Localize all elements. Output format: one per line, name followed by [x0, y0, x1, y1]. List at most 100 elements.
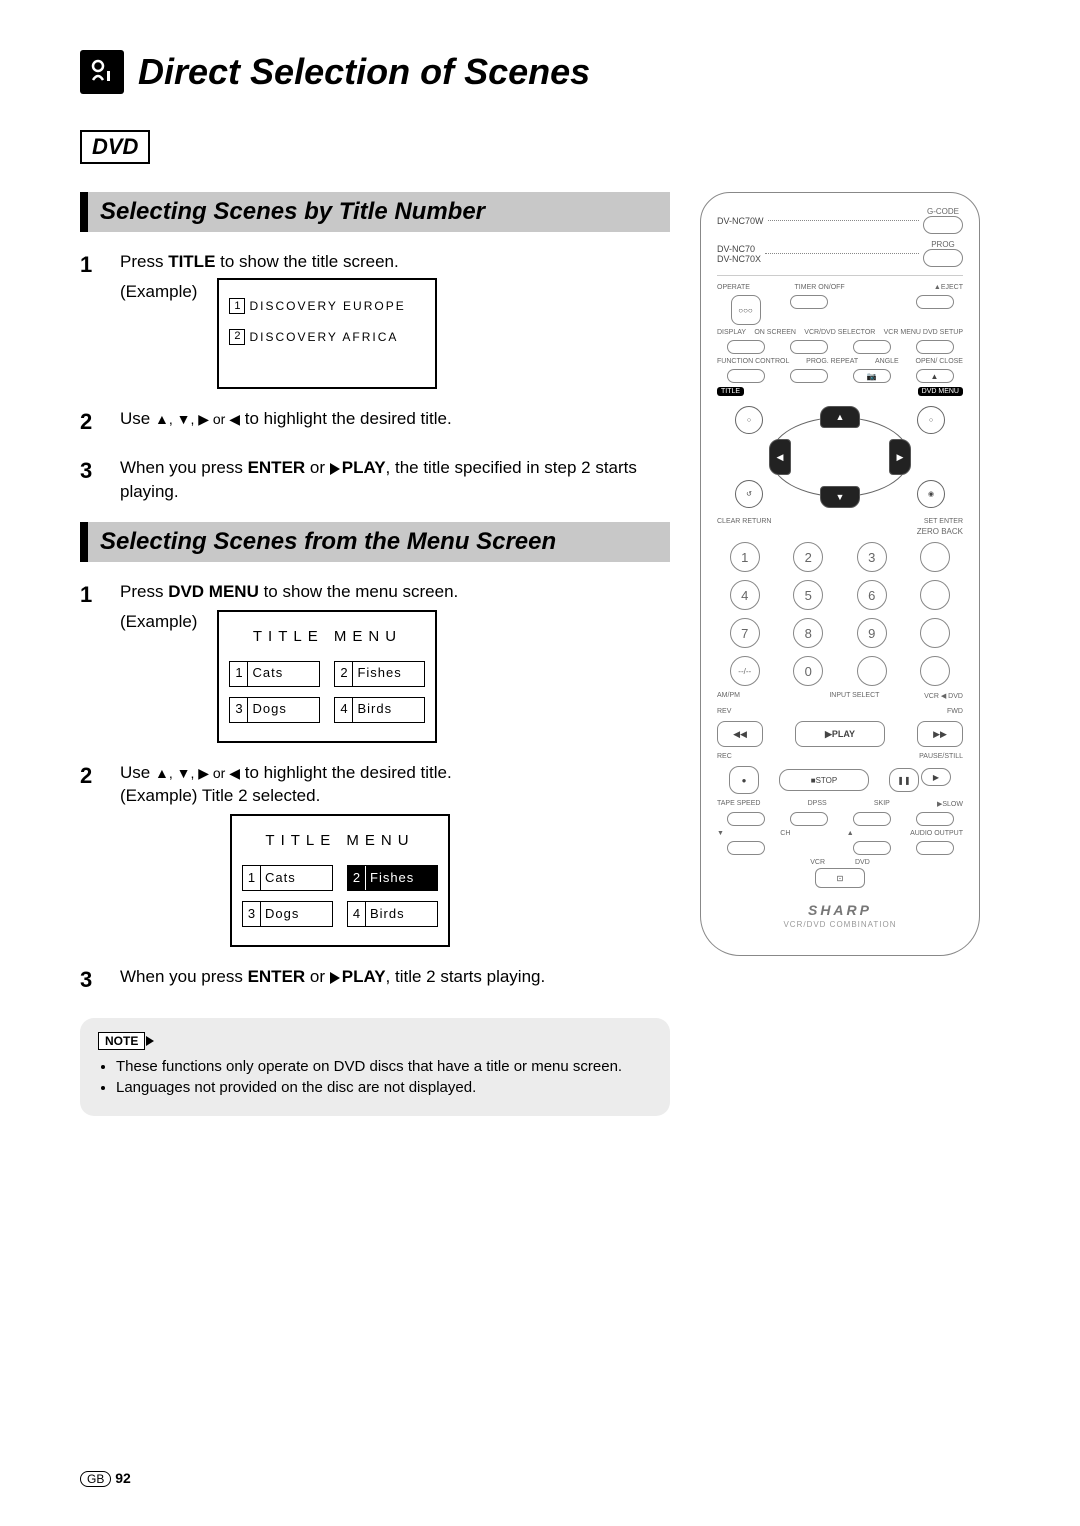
num-8-button[interactable]: 8 — [793, 618, 823, 648]
operate-button[interactable]: ○○○ — [731, 295, 761, 325]
selector-button[interactable] — [853, 340, 891, 354]
function-button[interactable] — [727, 369, 765, 383]
s2step1-pre: Press — [120, 582, 168, 601]
extra-button-1[interactable] — [920, 618, 950, 648]
zeroback-label: ZERO BACK — [717, 527, 963, 536]
setup-label: VCR MENU DVD SETUP — [884, 329, 963, 336]
num-0-button[interactable]: 0 — [793, 656, 823, 686]
input-label: INPUT SELECT — [829, 692, 879, 700]
num-4-button[interactable]: 4 — [730, 580, 760, 610]
num-6-button[interactable]: 6 — [857, 580, 887, 610]
num-2-button[interactable]: 2 — [793, 542, 823, 572]
step-num: 1 — [80, 580, 102, 743]
brand-label: SHARP — [717, 902, 963, 918]
ch-up-button[interactable] — [853, 841, 891, 855]
dpad-right[interactable]: ▶ — [889, 439, 911, 475]
title-button[interactable]: ○ — [735, 406, 763, 434]
fwd-label: FWD — [947, 708, 963, 715]
onscreen-button[interactable] — [790, 340, 828, 354]
eject-label: ▲EJECT — [934, 284, 963, 291]
repeat-button[interactable] — [790, 369, 828, 383]
dpad-left[interactable]: ◀ — [769, 439, 791, 475]
stop-button[interactable]: ■STOP — [779, 769, 869, 791]
page-number: GB 92 — [80, 1470, 131, 1486]
note-item: Languages not provided on the disc are n… — [116, 1079, 652, 1096]
title-menu-example-1: TITLE MENU 1Cats 2Fishes 3Dogs 4Birds — [217, 610, 437, 743]
s2step3-mid: or — [305, 967, 330, 986]
clear-return-button[interactable]: ↺ — [735, 480, 763, 508]
dpss-button[interactable] — [790, 812, 828, 826]
slow-button[interactable] — [916, 812, 954, 826]
ampm-button[interactable]: --/-- — [730, 656, 760, 686]
inputselect-button[interactable] — [857, 656, 887, 686]
play-button[interactable]: ▶PLAY — [795, 721, 885, 747]
brand-sub-label: VCR/DVD COMBINATION — [717, 920, 963, 929]
ch-down-button[interactable] — [727, 841, 765, 855]
page-title: Direct Selection of Scenes — [138, 51, 590, 93]
pause-button[interactable]: ❚❚ — [889, 768, 919, 792]
num-3-button[interactable]: 3 — [857, 542, 887, 572]
step3-pre: When you press — [120, 458, 248, 477]
setup-button[interactable] — [916, 340, 954, 354]
rev-label: REV — [717, 708, 731, 715]
rev-button[interactable]: ◀◀ — [717, 721, 763, 747]
step3-bold1: ENTER — [248, 458, 306, 477]
step1-text-pre: Press — [120, 252, 168, 271]
tape-button[interactable] — [727, 812, 765, 826]
prog-label: PROG — [923, 240, 963, 249]
menu-label: Cats — [261, 869, 300, 887]
step1-bold: TITLE — [168, 252, 215, 271]
fwd-button[interactable]: ▶▶ — [917, 721, 963, 747]
dvdmenu-button[interactable]: ○ — [917, 406, 945, 434]
vcrdvd-button[interactable] — [920, 656, 950, 686]
dpad-up[interactable]: ▲ — [820, 406, 860, 428]
num-5-button[interactable]: 5 — [793, 580, 823, 610]
page-num-value: 92 — [115, 1470, 131, 1486]
dpad-down[interactable]: ▼ — [820, 486, 860, 508]
vcrdvd-label: VCR ◀ DVD — [924, 692, 963, 700]
step1-text-post: to show the title screen. — [215, 252, 398, 271]
function-label: FUNCTION CONTROL — [717, 358, 789, 365]
menu-num: 1 — [230, 662, 248, 686]
page-code: GB — [80, 1471, 111, 1487]
display-button[interactable] — [727, 340, 765, 354]
gcode-button[interactable] — [923, 216, 963, 234]
frame-button[interactable]: ▶ — [921, 768, 951, 786]
skip-button[interactable] — [853, 812, 891, 826]
timer-button[interactable] — [790, 295, 828, 309]
zeroback-button[interactable] — [920, 542, 950, 572]
section2-heading: Selecting Scenes from the Menu Screen — [80, 522, 670, 562]
vcr-dvd-switch[interactable]: ⊡ — [815, 868, 865, 888]
num-9-button[interactable]: 9 — [857, 618, 887, 648]
dpss-label: DPSS — [808, 800, 827, 808]
num-1-button[interactable]: 1 — [730, 542, 760, 572]
num-7-button[interactable]: 7 — [730, 618, 760, 648]
rec-button[interactable]: ● — [729, 766, 759, 794]
dvd-badge: DVD — [80, 130, 150, 164]
title-list-example: 1 DISCOVERY EUROPE 2 DISCOVERY AFRICA — [217, 278, 437, 390]
remote-illustration: DV-NC70W G-CODE DV-NC70 DV-NC70X PROG — [700, 192, 980, 956]
angle-label: ANGLE — [875, 358, 899, 365]
set-enter-button[interactable]: ◉ — [917, 480, 945, 508]
open-button[interactable]: ▲ — [916, 369, 954, 383]
menu-label: Birds — [353, 700, 396, 718]
prog-button[interactable] — [923, 249, 963, 267]
tape-label: TAPE SPEED — [717, 800, 760, 808]
angle-button[interactable]: 📷 — [853, 369, 891, 383]
title-row-label: DISCOVERY EUROPE — [249, 298, 405, 315]
skipsearch-button[interactable] — [920, 580, 950, 610]
step3-bold2: PLAY — [342, 458, 386, 477]
operate-label: OPERATE — [717, 284, 750, 291]
slow-label: ▶SLOW — [937, 800, 963, 808]
menu-label: Fishes — [366, 869, 418, 887]
menu-label: Fishes — [353, 664, 405, 682]
menu-label: Cats — [248, 664, 287, 682]
example-label: (Example) — [120, 280, 197, 304]
audio-button[interactable] — [916, 841, 954, 855]
eject-button[interactable] — [916, 295, 954, 309]
menu-num: 2 — [335, 662, 353, 686]
gcode-label: G-CODE — [923, 207, 963, 216]
s2step3-bold2: PLAY — [342, 967, 386, 986]
skip-label: SKIP — [874, 800, 890, 808]
timer-label: TIMER ON/OFF — [795, 284, 845, 291]
